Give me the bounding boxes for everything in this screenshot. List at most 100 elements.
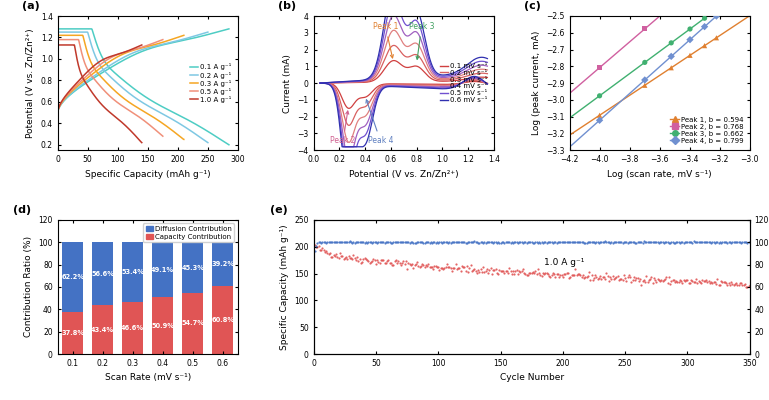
Point <box>559 271 571 277</box>
Point <box>362 238 375 245</box>
Point <box>392 258 404 264</box>
Point <box>342 239 355 245</box>
Point <box>422 239 434 246</box>
Y-axis label: Potential (V vs. Zn/Zn²⁺): Potential (V vs. Zn/Zn²⁺) <box>26 28 35 138</box>
Point <box>631 275 643 281</box>
Point <box>331 254 344 260</box>
Point <box>484 265 497 271</box>
Point <box>412 239 424 245</box>
Point <box>394 239 406 245</box>
Point <box>621 274 634 280</box>
Point <box>477 264 489 270</box>
Point <box>711 13 723 19</box>
Point <box>407 240 419 246</box>
Point <box>719 279 731 285</box>
Point <box>414 263 427 270</box>
Point <box>537 240 549 246</box>
Point <box>561 239 573 245</box>
Point <box>735 280 747 287</box>
Point <box>502 270 514 276</box>
Point <box>548 239 561 245</box>
Text: 53.4%: 53.4% <box>122 269 145 275</box>
Point <box>739 280 751 287</box>
Point <box>457 264 469 270</box>
Point <box>381 239 393 245</box>
Point <box>412 263 424 269</box>
Point <box>731 282 744 288</box>
Point <box>557 274 569 280</box>
Point <box>421 239 433 245</box>
Point <box>541 270 553 276</box>
Point <box>487 239 499 246</box>
Text: (d): (d) <box>12 205 31 215</box>
Point <box>677 240 690 246</box>
Point <box>498 240 511 246</box>
Point <box>605 276 618 282</box>
Point <box>464 239 477 246</box>
Point <box>585 272 598 278</box>
Point <box>388 239 401 245</box>
Point <box>727 239 740 246</box>
Point <box>310 242 322 249</box>
Point <box>483 239 495 246</box>
Point <box>711 6 723 13</box>
Point <box>583 269 595 275</box>
Point <box>454 268 467 274</box>
Point <box>443 239 455 246</box>
Point <box>619 239 631 245</box>
Point <box>476 239 488 246</box>
Point <box>734 280 746 286</box>
Point <box>375 257 387 264</box>
Point <box>467 267 479 274</box>
Point <box>386 262 398 268</box>
Point <box>529 239 541 246</box>
Point <box>370 239 382 245</box>
Point <box>695 239 707 246</box>
Point <box>486 239 498 246</box>
Point <box>432 239 444 246</box>
Point <box>378 239 391 246</box>
Point <box>711 34 723 41</box>
Point <box>361 257 373 263</box>
Point <box>611 273 624 280</box>
Point <box>730 280 742 286</box>
Point <box>711 276 724 282</box>
Point <box>460 240 472 246</box>
Point <box>615 239 628 246</box>
Point <box>640 273 652 280</box>
Point <box>548 271 561 277</box>
Point <box>664 240 676 246</box>
Point <box>472 239 484 246</box>
Point <box>457 239 469 246</box>
Point <box>721 240 734 246</box>
Point <box>722 280 734 286</box>
Point <box>519 239 531 245</box>
Point <box>312 239 325 246</box>
Point <box>446 268 458 275</box>
Point <box>358 255 371 261</box>
Point <box>375 239 387 246</box>
Point <box>404 239 416 246</box>
Point <box>705 240 717 246</box>
Point <box>725 240 737 246</box>
Point <box>674 276 686 283</box>
Point <box>326 239 338 245</box>
Point <box>618 239 630 246</box>
Point <box>643 277 655 284</box>
Point <box>585 239 598 245</box>
Point <box>479 268 491 274</box>
Point <box>535 239 548 246</box>
Point <box>547 240 559 246</box>
Text: 46.6%: 46.6% <box>122 325 145 331</box>
Point <box>527 240 539 246</box>
Point <box>597 239 609 246</box>
Point <box>420 239 432 246</box>
Text: Peak 2: Peak 2 <box>331 111 356 146</box>
Point <box>504 239 517 246</box>
Point <box>350 257 362 264</box>
Point <box>588 239 600 245</box>
Point <box>493 239 505 246</box>
Point <box>730 239 742 245</box>
Point <box>448 239 461 246</box>
Point <box>583 239 595 246</box>
